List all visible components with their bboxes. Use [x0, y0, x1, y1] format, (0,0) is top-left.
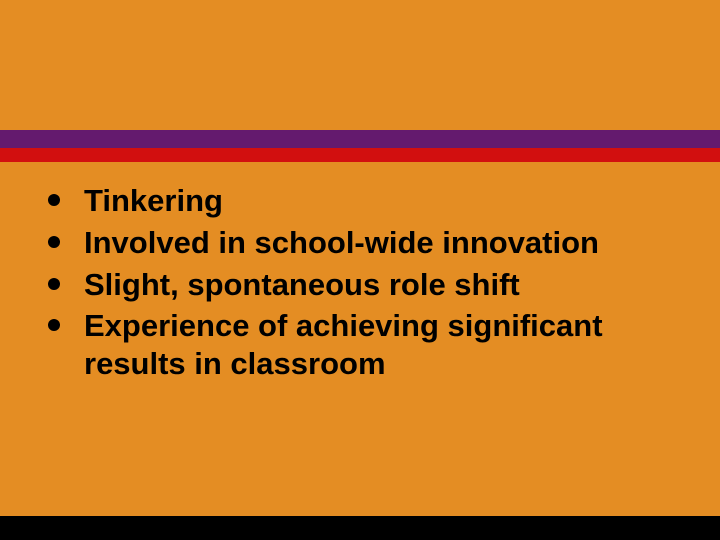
list-item: Tinkering [42, 182, 690, 220]
bullet-text: Experience of achieving significant resu… [84, 308, 603, 381]
divider-bar-purple [0, 130, 720, 148]
bullet-dot-icon [48, 236, 60, 248]
bullet-list: Tinkering Involved in school-wide innova… [42, 182, 690, 383]
slide: Predictors of Satisfaction Tinkering Inv… [0, 0, 720, 540]
list-item: Slight, spontaneous role shift [42, 266, 690, 304]
content-area: Tinkering Involved in school-wide innova… [42, 182, 690, 387]
title-background [0, 0, 720, 130]
bullet-dot-icon [48, 319, 60, 331]
bullet-dot-icon [48, 278, 60, 290]
list-item: Experience of achieving significant resu… [42, 307, 690, 383]
divider-bar-red [0, 148, 720, 162]
bullet-dot-icon [48, 194, 60, 206]
bullet-text: Involved in school-wide innovation [84, 225, 599, 260]
bullet-text: Slight, spontaneous role shift [84, 267, 520, 302]
list-item: Involved in school-wide innovation [42, 224, 690, 262]
bullet-text: Tinkering [84, 183, 223, 218]
